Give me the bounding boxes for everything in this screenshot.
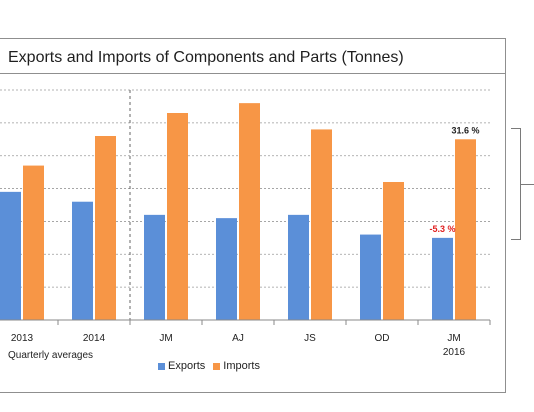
bracket-pointer: [521, 184, 534, 185]
bar-imports: [311, 129, 332, 320]
bar-exports: [144, 214, 165, 320]
x-tick-label: AJ: [232, 333, 244, 344]
bars: [0, 103, 476, 321]
legend-item-imports: Imports: [213, 360, 260, 372]
x-tick-label: JM: [159, 333, 172, 344]
x-tick-label: JM: [447, 333, 460, 344]
bracket-annotation: [511, 128, 521, 240]
legend-imports-label: Imports: [223, 360, 260, 372]
chart-panel: [0, 38, 506, 393]
legend-item-exports: Exports: [158, 360, 205, 372]
bar-imports: [95, 136, 116, 320]
x-tick-label: 2013: [11, 333, 34, 344]
bar-imports: [239, 103, 260, 321]
quarterly-note: Quarterly averages: [8, 350, 93, 361]
chart-title: Exports and Imports of Components and Pa…: [8, 49, 404, 66]
x-axis: 2013 2014 JM AJ JS OD JM 2016: [0, 319, 491, 358]
x-tick-label: 2014: [83, 333, 106, 344]
title-divider: [0, 73, 506, 74]
x-tick-label: OD: [375, 333, 390, 344]
exports-swatch: [158, 362, 165, 370]
data-label: -5.3 %: [429, 224, 455, 234]
bar-imports: [383, 182, 404, 320]
legend: Exports Imports: [158, 360, 260, 372]
data-label: 31.6 %: [451, 125, 479, 135]
bar-exports: [288, 214, 309, 320]
bar-exports: [72, 201, 93, 320]
legend-exports-label: Exports: [168, 360, 206, 372]
imports-swatch: [213, 362, 221, 370]
bar-imports: [455, 139, 476, 320]
bar-exports: [432, 237, 453, 320]
bar-exports: [360, 234, 381, 320]
x-tick-sublabel: 2016: [443, 347, 466, 358]
bar-imports: [23, 165, 44, 320]
bar-exports: [216, 218, 237, 320]
data-labels: 31.6 % -5.3 %: [429, 125, 479, 234]
bar-exports: [0, 191, 21, 320]
x-tick-label: JS: [304, 333, 316, 344]
bar-imports: [167, 113, 188, 320]
